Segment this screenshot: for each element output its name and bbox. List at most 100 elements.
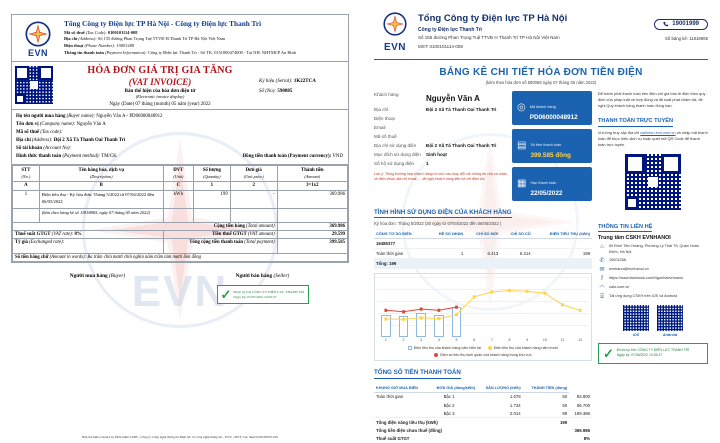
- invoice-box: EVN Tổng Công ty Điện lực TP Hà Nội - Cô…: [11, 14, 349, 264]
- statement-org-mst: MST: 0100101114-008: [418, 43, 463, 49]
- payment-qr-code[interactable]: [625, 153, 681, 210]
- company-name-label-en: (Company name):: [39, 121, 76, 127]
- vat-amount-label-cell: Tiền thuế GTGT (VAT amount): [162, 230, 278, 240]
- total-amount-label-en: (Total amount): [246, 224, 275, 230]
- signature-signer: Được ký bởi CÔNG TY ĐIỆN LỰC THANH TRÌ: [233, 289, 305, 294]
- issuer-info: Tổng Công ty Điện lực TP Hà Nội - Công t…: [62, 19, 344, 58]
- contact-item[interactable]: ✆ 19001288: [598, 258, 708, 265]
- usage-old-index: 6.214: [500, 248, 533, 259]
- total-amount-label: Cộng tiền hàng: [213, 224, 245, 230]
- card-text: Hạn thanh toán 22/05/2022: [530, 171, 562, 197]
- serial-row: Ký hiệu (Serial): 1K22TCA: [259, 77, 345, 87]
- contact-item[interactable]: ◠ zalo.com.vn: [598, 285, 708, 292]
- seller-signature-label: Người bán hàng: [235, 273, 273, 280]
- apps-icon: ⌸: [600, 294, 604, 301]
- buyer-signature-col: Người mua hàng (Buyer): [15, 273, 180, 304]
- usage-consumption: 199: [532, 248, 592, 259]
- col-stt: STT (No.): [12, 164, 40, 183]
- items-thead: STT (No.) Tên hàng hóa, dịch vụ (Descrip…: [12, 164, 349, 183]
- legend-swatch-current: [407, 346, 412, 351]
- total-kwh-label: Tổng điện năng tiêu thụ (kWh): [374, 417, 523, 427]
- pay-period: Toàn thời gian: [376, 394, 404, 400]
- chart-x-tick: 4: [437, 338, 440, 342]
- pay-col-price: ĐƠN GIÁ (đồng/kWh): [427, 383, 478, 393]
- detail-statement-page: EVN Tổng Công ty Điện lực TP Hà Nội Công…: [360, 0, 720, 443]
- address-label-en: (Address):: [78, 36, 97, 42]
- contact-item[interactable]: f https://www.facebook.com/Ngonhaevnhano…: [598, 276, 708, 283]
- android-store[interactable]: Android: [657, 304, 683, 337]
- chart-bar-column: [412, 277, 430, 337]
- book-label: Số bảng kê:: [665, 36, 688, 41]
- buyer-account-label-en: (Account No):: [43, 145, 72, 151]
- company-name-value: Nguyễn Văn A: [76, 121, 106, 127]
- android-qr-code[interactable]: [657, 304, 683, 331]
- card-value: 22/05/2022: [530, 189, 563, 197]
- total-amount-label-cell: Cộng tiền hàng (Total amount): [12, 222, 278, 232]
- usage-total: Tổng: 199: [374, 258, 592, 269]
- pay-period: [374, 401, 428, 409]
- number-value: 590085: [277, 88, 293, 94]
- note-stt: [12, 208, 40, 224]
- pay-qty: 99: [562, 410, 568, 416]
- pay-qty: 50: [562, 394, 568, 400]
- online-payment-link[interactable]: cskhevn.evn.com.vn: [640, 129, 676, 135]
- invoice-qr-code[interactable]: [15, 66, 53, 104]
- usage-factor: 1: [427, 248, 466, 259]
- customer-grid: Khách hàng Nguyễn Văn A Địa chỉ Đội 2 Xã…: [374, 90, 592, 201]
- chart-x-tick: 7: [490, 338, 493, 342]
- currency-info: Đồng tiền thanh toán (Payment currency):…: [243, 153, 343, 161]
- due-date-card: ▦ Hạn thanh toán 22/05/2022: [512, 166, 592, 201]
- usage-purpose-value: Sinh hoạt: [426, 151, 447, 157]
- chart-point: [384, 317, 388, 321]
- invoice-title-cell: HÓA ĐƠN GIÁ TRỊ GIA TĂNG (VAT INVOICE) B…: [61, 65, 259, 107]
- issuer-phone: Điện thoại (Phone Number): 19001288: [64, 43, 344, 50]
- invoice-items-table: STT (No.) Tên hàng hóa, dịch vụ (Descrip…: [12, 164, 349, 263]
- col-description: Tên hàng hóa, dịch vụ (Description): [38, 164, 164, 183]
- contact-zalo: zalo.com.vn: [609, 285, 630, 290]
- hotline-pill[interactable]: 19001999: [654, 18, 708, 30]
- evn-logo-right: EVN: [374, 12, 416, 53]
- pay-summary-row: Tổng điện năng tiêu thụ (kWh) 199: [374, 417, 592, 427]
- col-unit-price: Đơn giá (Unit price): [229, 164, 278, 183]
- customer-field: Điện thoại: [374, 115, 508, 124]
- seller-signature-col: Người bán hàng (Seller) ✓ Được ký bởi CÔ…: [180, 273, 345, 305]
- buyer-address-label: Địa chỉ: [16, 137, 31, 143]
- usage-col-meter: CÔNG TƠ SỐ ĐIỆN: [374, 229, 428, 239]
- row-quantity: 199: [192, 190, 231, 210]
- evn-star-icon: [25, 21, 51, 47]
- vat-rate-label-en: (VAT rate):: [51, 232, 74, 238]
- customer-field: Mục đích sử dụng điện Sinh hoạt: [374, 151, 508, 160]
- chart-point: [455, 305, 458, 309]
- usage-table: CÔNG TƠ SỐ ĐIỆN HỆ SỐ NHÂN CHỈ SỐ MỚI CH…: [374, 229, 592, 269]
- col-amount: Thành tiền (Amount): [276, 164, 349, 183]
- ios-store[interactable]: iOS: [623, 304, 649, 337]
- total-amount-row: Cộng tiền hàng (Total amount) 369.986: [12, 222, 349, 232]
- sidebar-intro: Để tránh phải thanh toán tiền điện với g…: [598, 90, 706, 109]
- signature-signer-right: Được ký bởi: CÔNG TY ĐIỆN LỰC THANH TRÌ: [616, 348, 690, 353]
- grand-total-row: Tỷ giá (Exchanged rate): Tổng cộng tiền …: [12, 238, 349, 255]
- statement-title: BẢNG KÊ CHI TIẾT HÓA ĐƠN TIỀN ĐIỆN: [439, 67, 643, 78]
- items-tbody: A B C 1 2 3=1x2 1 Điện tiêu thụ - Kỳ hóa…: [12, 181, 349, 263]
- page-title: HÓA ĐƠN GIÁ TRỊ GIA TĂNG: [87, 65, 233, 76]
- statement-subtitle: (kèm theo hóa đơn số 590085 ngày 07 thán…: [485, 79, 597, 85]
- chart-legend: Điện tiêu thụ của khách hàng năm hiện tạ…: [377, 345, 589, 359]
- pay-tier: Bậc 3: [443, 410, 455, 416]
- tax-value: 0100101114-008: [107, 29, 138, 35]
- customer-field: Số hộ sử dụng điện 1: [374, 160, 508, 169]
- vat-rate-value: 8%: [74, 232, 82, 238]
- phone-icon: ✆: [599, 257, 605, 264]
- words-label: Số tiền bằng chữ: [15, 255, 49, 261]
- fx-cell: Tỷ giá (Exchanged rate):: [12, 238, 164, 255]
- contact-facebook: https://www.facebook.com/NgonhaevnhanoI: [609, 276, 684, 281]
- payment-amount-card: ▤ Số tiền thanh toán 399.585 đồng: [512, 128, 592, 163]
- buyer-address-label-en: (Address):: [32, 137, 53, 143]
- pay-amount: 86.700: [576, 402, 590, 408]
- payment-info-label: Thông tin thanh toán: [64, 49, 104, 55]
- column-code-row: A B C 1 2 3=1x2: [12, 181, 349, 192]
- contact-item[interactable]: ✉ evnhanoi@evnhanoi.vn: [598, 267, 708, 274]
- ios-qr-code[interactable]: [623, 304, 649, 331]
- tax-label-en: (Tax Code):: [85, 29, 107, 35]
- chart-bar-column: [430, 277, 448, 337]
- usage-col-old: CHỈ SỐ CŨ: [500, 229, 533, 239]
- page-title-en: (VAT INVOICE): [128, 77, 192, 87]
